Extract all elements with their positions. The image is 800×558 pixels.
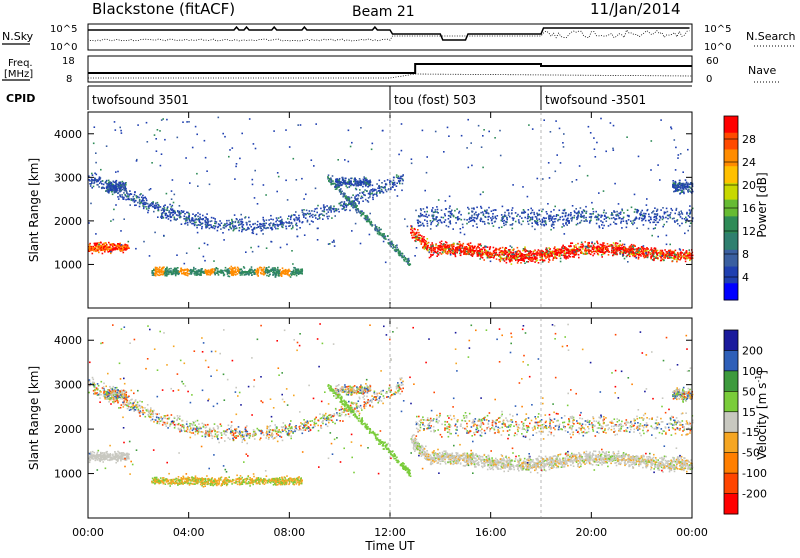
x-tick-label: 16:00	[475, 526, 507, 539]
freq-tick-bottom: 8	[66, 74, 72, 85]
date-title: 11/Jan/2014	[590, 0, 681, 18]
beam-title: Beam 21	[352, 4, 415, 20]
freq-label: Freq.	[8, 58, 33, 69]
nave-tick-top: 60	[706, 56, 719, 67]
cpid-row: CPID twofsound 3501 tou (fost) 503 twofsou…	[6, 86, 692, 110]
cpid-segment-1: tou (fost) 503	[394, 93, 476, 107]
cpid-segment-2: twofsound -3501	[545, 93, 646, 107]
y-tick-label: 1000	[54, 258, 82, 271]
y-tick-label: 4000	[54, 128, 82, 141]
colorbar-tick: 24	[742, 156, 756, 169]
x-tick-label: 12:00	[374, 526, 406, 539]
velocity-colorbar-label: Velocity [m s-1]	[754, 370, 769, 460]
colorbar-tick: 16	[742, 202, 756, 215]
power-panel: 1000 2000 3000 4000 Slant Range [km]	[27, 112, 694, 308]
power-colorbar: 28 24 20 16 12 8 4 Power [dB]	[724, 116, 769, 301]
nsky-tick-top: 10^5	[50, 24, 77, 35]
y-tick-label: 2000	[54, 215, 82, 228]
colorbar-tick: 28	[742, 133, 756, 146]
freq-tick-top: 18	[62, 56, 75, 67]
nsky-tick-bottom: 10^0	[50, 42, 77, 53]
nsearch-label: N.Search	[746, 30, 796, 43]
freq-label-unit: [MHz]	[4, 69, 33, 80]
x-tick-label: 08:00	[273, 526, 305, 539]
colorbar-tick: -200	[742, 488, 767, 501]
colorbar-tick: 50	[742, 385, 756, 398]
y-tick-label: 1000	[54, 468, 82, 481]
cpid-label: CPID	[6, 92, 35, 105]
station-title: Blackstone (fitACF)	[92, 0, 235, 18]
nsearch-tick-bottom: 10^0	[704, 42, 731, 53]
x-tick-label: 04:00	[173, 526, 205, 539]
nave-tick-bottom: 0	[706, 74, 712, 85]
x-tick-label: 00:00	[676, 526, 708, 539]
velocity-ylabel: Slant Range [km]	[27, 366, 41, 470]
y-tick-label: 4000	[54, 334, 82, 347]
colorbar-tick: 200	[742, 344, 763, 357]
freq-panel: Freq. [MHz] 18 8 Nave 60 0	[2, 56, 780, 85]
nsky-label: N.Sky	[2, 30, 34, 43]
nsky-panel: N.Sky 10^5 10^0 N.Search 10^5 10^0	[2, 24, 796, 53]
nave-label: Nave	[748, 64, 776, 77]
colorbar-tick: 4	[742, 271, 749, 284]
y-tick-label: 2000	[54, 423, 82, 436]
x-tick-label: 00:00	[72, 526, 104, 539]
colorbar-tick: -100	[742, 467, 767, 480]
x-axis-label: Time UT	[364, 539, 415, 553]
colorbar-tick: 12	[742, 225, 756, 238]
x-tick-label: 20:00	[575, 526, 607, 539]
nsearch-tick-top: 10^5	[704, 24, 731, 35]
power-colorbar-label: Power [dB]	[755, 172, 769, 237]
y-tick-label: 3000	[54, 171, 82, 184]
colorbar-tick: 8	[742, 248, 749, 261]
velocity-panel: 1000 2000 3000 4000 Slant Range [km] 00:00 0…	[27, 112, 708, 553]
colorbar-tick: 15	[742, 406, 756, 419]
colorbar-tick: 20	[742, 179, 756, 192]
y-tick-label: 3000	[54, 379, 82, 392]
cpid-segment-0: twofsound 3501	[92, 93, 189, 107]
power-ylabel: Slant Range [km]	[27, 158, 41, 262]
